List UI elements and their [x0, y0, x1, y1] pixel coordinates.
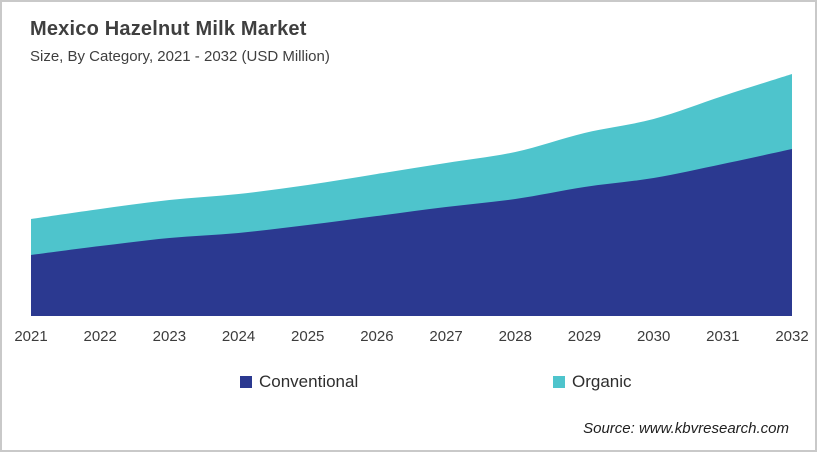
x-axis-label: 2028: [498, 328, 532, 345]
organic-swatch-icon: [553, 376, 565, 388]
x-axis-label: 2032: [775, 328, 809, 345]
x-axis: 2021 2022 2023 2024 2025 2026 2027 2028 2029 2030…: [2, 328, 815, 348]
legend-label-conventional: Conventional: [259, 372, 359, 391]
stacked-area-plot: [31, 67, 792, 316]
x-axis-label: 2031: [706, 328, 740, 345]
x-axis-label: 2023: [152, 328, 187, 345]
page-subtitle: Size, By Category, 2021 - 2032 (USD Mill…: [30, 48, 330, 65]
page-title: Mexico Hazelnut Milk Market: [30, 18, 307, 40]
legend-label-organic: Organic: [572, 372, 632, 391]
conventional-swatch-icon: [240, 376, 252, 388]
area-conventional: [31, 149, 792, 316]
x-axis-label: 2021: [14, 328, 48, 345]
legend-item-organic: Organic: [553, 372, 632, 392]
x-axis-label: 2026: [360, 328, 394, 345]
x-axis-label: 2025: [291, 328, 325, 345]
x-axis-label: 2024: [221, 328, 256, 345]
x-axis-label: 2022: [83, 328, 117, 345]
legend-item-conventional: Conventional: [240, 372, 358, 392]
x-axis-label: 2027: [429, 328, 463, 345]
x-axis-label: 2030: [636, 328, 671, 345]
stacked-area-chart: [31, 74, 792, 316]
x-axis-label: 2029: [567, 328, 602, 345]
source-attribution: Source: www.kbvresearch.com: [583, 420, 789, 437]
